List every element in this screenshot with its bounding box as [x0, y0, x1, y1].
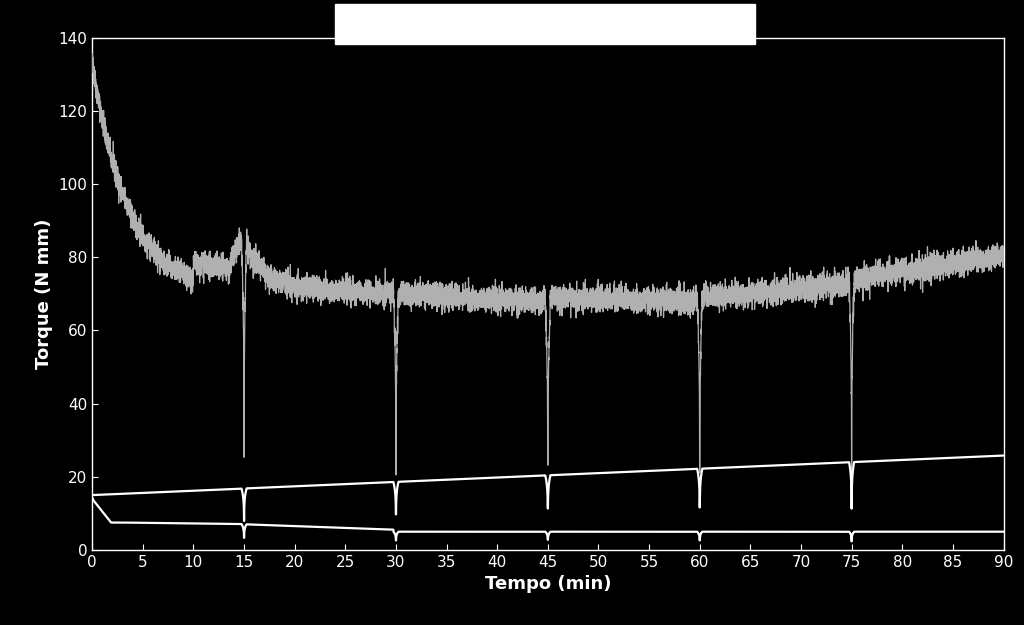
- X-axis label: Tempo (min): Tempo (min): [484, 576, 611, 593]
- Y-axis label: Torque (N mm): Torque (N mm): [35, 219, 53, 369]
